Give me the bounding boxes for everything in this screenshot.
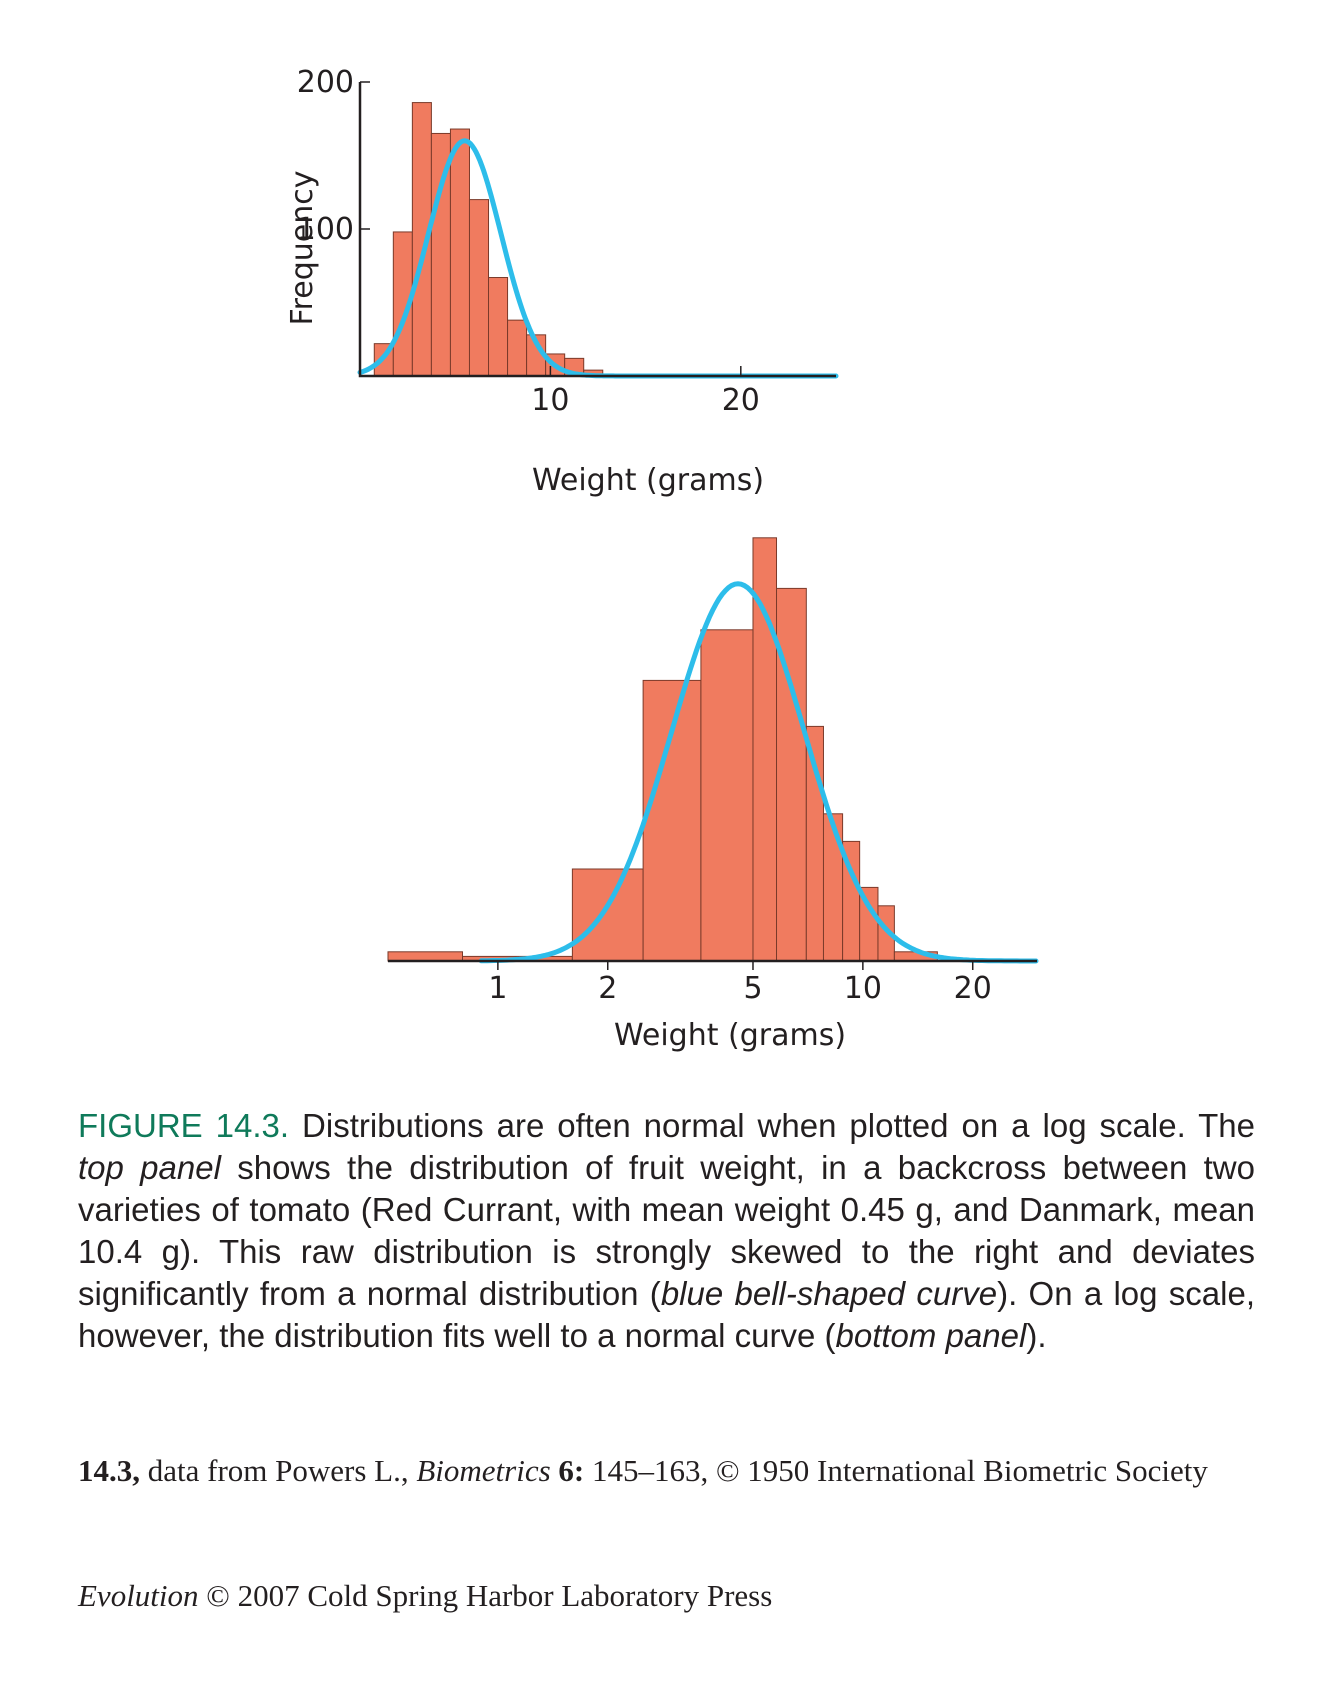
bottom-bar-4 [700, 629, 754, 962]
caption-italic-1: top panel [78, 1149, 221, 1186]
bottom-bar-0 [387, 951, 464, 962]
bottom-histogram-bars [387, 537, 938, 962]
caption-italic-3: bottom panel [835, 1317, 1027, 1354]
top-y-tick-label-0: 100 [297, 212, 354, 247]
top-y-tick-label-1: 200 [297, 65, 354, 100]
top-y-axis-label: Frequency [285, 171, 320, 326]
bottom-ticks: 1 2 5 10 20 [488, 961, 992, 1006]
source-citation: 14.3, data from Powers L., Biometrics 6:… [78, 1450, 1255, 1492]
top-x-tick-label-0: 10 [531, 383, 569, 418]
figure-caption: FIGURE 14.3. Distributions are often nor… [78, 1105, 1255, 1357]
bottom-x-tick-label-3: 10 [844, 971, 882, 1006]
bottom-bar-2 [571, 868, 644, 962]
credit-italic: Evolution [78, 1578, 199, 1613]
bottom-x-tick-label-0: 1 [488, 971, 507, 1006]
source-bold-2: 6: [558, 1453, 585, 1488]
caption-text-4: ). [1026, 1317, 1047, 1354]
top-x-tick-label-1: 20 [722, 383, 760, 418]
publisher-credit: Evolution © 2007 Cold Spring Harbor Labo… [78, 1575, 1255, 1617]
caption-text-1: Distributions are often normal when plot… [289, 1107, 1256, 1144]
bottom-x-axis-label: Weight (grams) [614, 1018, 846, 1053]
top-axes [358, 82, 836, 378]
caption-text-3: ). On a log scale, however, the distribu… [78, 1275, 1256, 1354]
top-ticks: 100 200 10 20 [297, 65, 760, 418]
source-bold-1: 14.3, [78, 1453, 140, 1488]
bottom-x-tick-label-2: 5 [743, 971, 762, 1006]
top-histogram: 100 200 10 20 Weight (grams) Frequency [285, 65, 839, 498]
caption-text-2: shows the distribution of fruit weight, … [78, 1149, 1255, 1312]
bottom-histogram: 1 2 5 10 20 Weight (grams) [387, 537, 1039, 1053]
source-italic-1: Biometrics [416, 1453, 551, 1488]
bottom-x-tick-label-4: 20 [954, 971, 992, 1006]
caption-italic-2: blue bell-shaped curve [660, 1275, 998, 1312]
credit-text: © 2007 Cold Spring Harbor Laboratory Pre… [198, 1578, 773, 1613]
bottom-x-tick-label-1: 2 [598, 971, 617, 1006]
bottom-normal-curve [478, 581, 1039, 964]
bottom-bar-8 [822, 813, 844, 962]
bottom-bar-6 [776, 587, 807, 962]
figure-label: FIGURE 14.3. [78, 1107, 290, 1144]
source-text-1: data from Powers L., [140, 1453, 417, 1488]
top-histogram-bars [373, 102, 604, 377]
top-x-axis-label: Weight (grams) [532, 463, 764, 498]
source-text-3: 145–163, © 1950 International Biometric … [584, 1453, 1208, 1488]
